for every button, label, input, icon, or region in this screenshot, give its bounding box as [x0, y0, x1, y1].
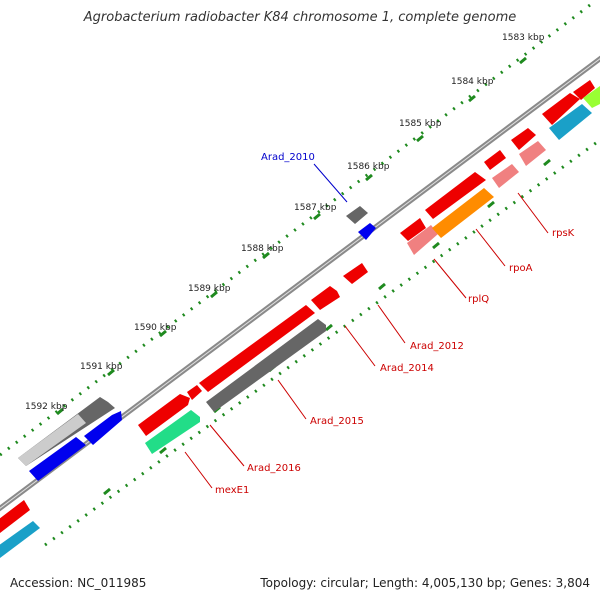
leader-line-arad-2015 [277, 379, 307, 420]
kbp-label-1583: 1583 kbp [502, 33, 545, 43]
kbp-label-1587: 1587 kbp [294, 203, 337, 213]
kbp-tick [487, 200, 495, 209]
kbp-tick [210, 290, 218, 299]
map-title: Agrobacterium radiobacter K84 chromosome… [83, 10, 517, 25]
kbp-ruler-dots [0, 3, 591, 457]
gene-arrow-light-grey [18, 414, 86, 466]
accession-text: Accession: NC_011985 [10, 576, 147, 590]
kbp-tick [159, 329, 167, 338]
gene-arrow-teal [0, 521, 40, 558]
leader-line-arad-2014 [344, 325, 376, 367]
kbp-tick [432, 241, 440, 250]
kbp-tick [313, 212, 321, 221]
gene-arrow-blue [84, 411, 122, 445]
gene-label-rpsk[interactable]: rpsK [552, 228, 575, 239]
gene-arrow-red [573, 80, 595, 100]
kbp-tick [262, 251, 270, 260]
gene-arrow-pink [519, 141, 546, 166]
gene-arrow-teal [549, 104, 592, 140]
kbp-label-1586: 1586 kbp [347, 162, 390, 172]
kbp-label-1585: 1585 kbp [399, 119, 442, 129]
kbp-tick [325, 323, 333, 332]
gene-arrow-green [145, 410, 200, 454]
gene-arrow-red [187, 385, 202, 400]
leader-line-arad-2010 [313, 163, 348, 203]
kbp-tick [543, 158, 551, 167]
leader-line-rpoa [475, 228, 506, 267]
kbp-ticks [56, 56, 551, 496]
kbp-tick [416, 134, 424, 143]
kbp-tick [365, 173, 373, 182]
gene-label-arad-2016[interactable]: Arad_2016 [247, 463, 301, 474]
inner-ruler-dots [44, 138, 600, 547]
gene-arrow-blue [29, 437, 86, 481]
kbp-label-1588: 1588 kbp [241, 244, 284, 254]
leader-line-arad-2012 [377, 304, 406, 344]
topology-text: Topology: circular; Length: 4,005,130 bp… [260, 576, 590, 590]
gene-arrow-red [484, 150, 506, 170]
gene-arrow-red [0, 500, 30, 533]
kbp-tick [378, 282, 386, 291]
gene-arrow-lime [583, 86, 600, 108]
gene-arrow-grey [206, 319, 326, 412]
leader-line-rpsk [517, 192, 549, 234]
gene-arrow-red [425, 172, 486, 219]
kbp-label-1584: 1584 kbp [451, 77, 494, 87]
leader-line-rplq [433, 258, 467, 299]
kbp-tick [159, 446, 167, 455]
gene-arrow-grey [346, 206, 368, 224]
gene-arrow-red [511, 128, 536, 150]
gene-arrow-orange [432, 188, 494, 238]
kbp-label-1591: 1591 kbp [80, 362, 123, 372]
gene-arrow-pink [492, 164, 519, 188]
gene-label-arad-2010[interactable]: Arad_2010 [261, 152, 315, 163]
gene-arrow-red [311, 286, 340, 310]
gene-label-arad-2015[interactable]: Arad_2015 [310, 416, 364, 427]
gene-arrow-red [199, 305, 315, 392]
gene-label-rplq[interactable]: rplQ [468, 294, 489, 305]
leader-line-arad-2016 [209, 424, 245, 467]
chromosome-backbone [0, 55, 600, 512]
gene-label-arad-2014[interactable]: Arad_2014 [380, 363, 434, 374]
kbp-tick [107, 368, 115, 377]
kbp-tick [468, 94, 476, 103]
gene-arrow-red [400, 218, 426, 241]
gene-label-arad-2012[interactable]: Arad_2012 [410, 341, 464, 352]
leader-line-mexe1 [184, 451, 213, 489]
gene-arrow-red [343, 263, 368, 284]
gene-arrow-blue [358, 223, 376, 240]
gene-arrow-red [542, 93, 580, 125]
kbp-label-1590: 1590 kbp [134, 323, 177, 333]
kbp-label-1589: 1589 kbp [188, 284, 231, 294]
kbp-tick [103, 487, 111, 496]
kbp-tick [56, 407, 64, 416]
gene-label-mexe1[interactable]: mexE1 [215, 485, 249, 496]
kbp-tick [519, 56, 527, 65]
kbp-label-1592: 1592 kbp [25, 402, 68, 412]
gene-arrow-pink [407, 225, 438, 255]
gene-arrow-red [138, 394, 190, 436]
gene-label-rpoa[interactable]: rpoA [509, 263, 533, 274]
